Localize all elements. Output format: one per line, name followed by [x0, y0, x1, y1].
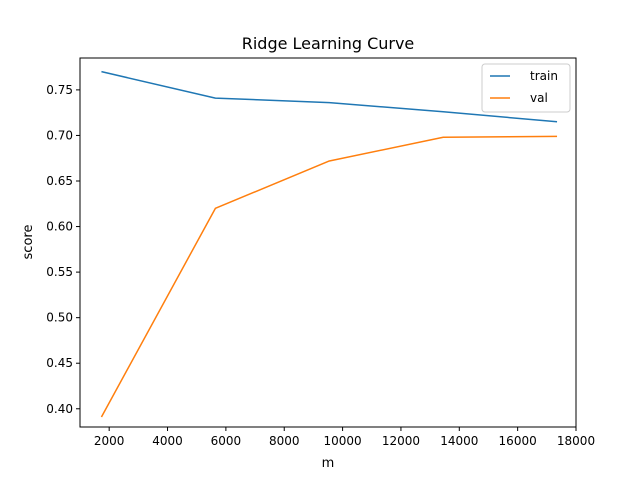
y-tick-label: 0.45: [46, 356, 73, 370]
y-tick-label: 0.70: [46, 128, 73, 142]
x-tick-label: 12000: [382, 434, 420, 448]
y-tick-label: 0.40: [46, 402, 73, 416]
y-tick-label: 0.50: [46, 311, 73, 325]
x-tick-label: 6000: [211, 434, 242, 448]
x-tick-label: 8000: [269, 434, 300, 448]
plot-frame: [79, 57, 577, 428]
x-tick-label: 18000: [557, 434, 595, 448]
chart-title: Ridge Learning Curve: [242, 34, 415, 53]
y-tick-label: 0.55: [46, 265, 73, 279]
legend: train val: [481, 63, 571, 113]
x-axis-ticks: 2000 4000 6000 8000 10000 12000 14000 16000 1800…: [94, 427, 595, 448]
legend-label-train: train: [530, 69, 558, 83]
y-axis-ticks: 0.40 0.45 0.50 0.55 0.60 0.65 0.70 0.75: [46, 83, 80, 416]
legend-label-val: val: [530, 91, 548, 105]
series-line-val: [100, 135, 558, 418]
x-tick-label: 16000: [499, 434, 537, 448]
y-tick-label: 0.65: [46, 174, 73, 188]
x-tick-label: 2000: [94, 434, 125, 448]
y-tick-label: 0.75: [46, 83, 73, 97]
y-tick-label: 0.60: [46, 220, 73, 234]
series-line-train: [101, 70, 558, 123]
x-tick-label: 4000: [152, 434, 183, 448]
x-tick-label: 14000: [440, 434, 478, 448]
x-tick-label: 10000: [323, 434, 361, 448]
x-axis-label: m: [322, 456, 335, 471]
y-axis-label: score: [21, 225, 36, 260]
series-lines: [100, 70, 558, 418]
